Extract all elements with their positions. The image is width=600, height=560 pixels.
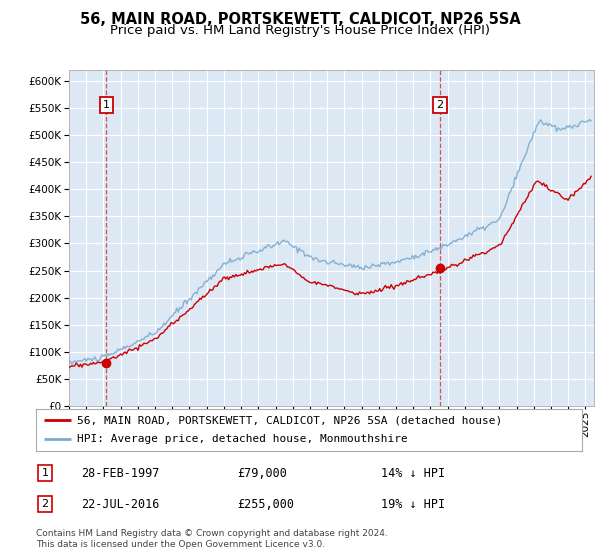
Text: £255,000: £255,000 [237, 497, 294, 511]
Text: 56, MAIN ROAD, PORTSKEWETT, CALDICOT, NP26 5SA: 56, MAIN ROAD, PORTSKEWETT, CALDICOT, NP… [80, 12, 520, 27]
Text: 1: 1 [103, 100, 110, 110]
Text: Price paid vs. HM Land Registry's House Price Index (HPI): Price paid vs. HM Land Registry's House … [110, 24, 490, 37]
Text: 2: 2 [41, 499, 49, 509]
Text: 2: 2 [436, 100, 443, 110]
Text: 1: 1 [41, 468, 49, 478]
Text: 28-FEB-1997: 28-FEB-1997 [81, 466, 160, 480]
Text: 56, MAIN ROAD, PORTSKEWETT, CALDICOT, NP26 5SA (detached house): 56, MAIN ROAD, PORTSKEWETT, CALDICOT, NP… [77, 415, 502, 425]
Text: HPI: Average price, detached house, Monmouthshire: HPI: Average price, detached house, Monm… [77, 435, 408, 445]
Text: 19% ↓ HPI: 19% ↓ HPI [381, 497, 445, 511]
Text: 22-JUL-2016: 22-JUL-2016 [81, 497, 160, 511]
Text: £79,000: £79,000 [237, 466, 287, 480]
Text: 14% ↓ HPI: 14% ↓ HPI [381, 466, 445, 480]
Text: Contains HM Land Registry data © Crown copyright and database right 2024.
This d: Contains HM Land Registry data © Crown c… [36, 529, 388, 549]
